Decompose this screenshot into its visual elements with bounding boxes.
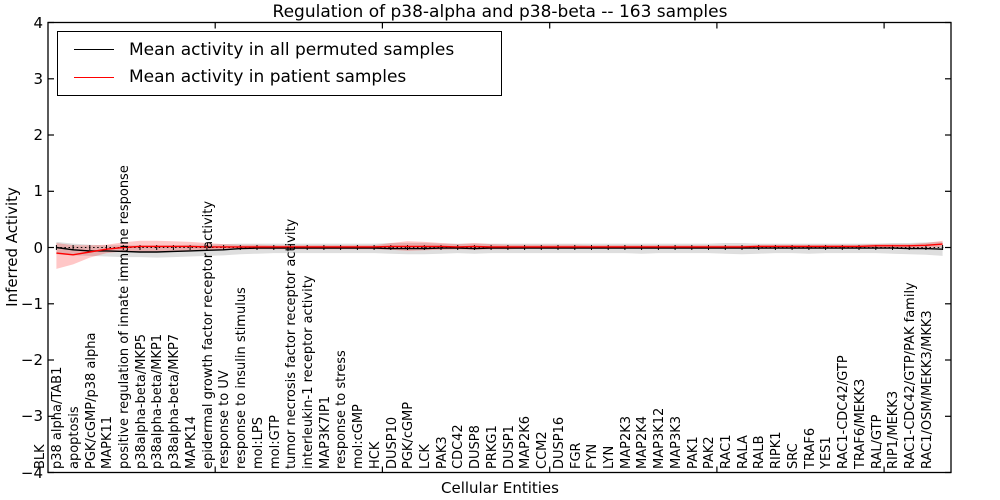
y-tick-label: 2	[33, 126, 43, 144]
x-tick-label: PGK/cGMP	[401, 401, 417, 469]
chart-title: Regulation of p38-alpha and p38-beta -- …	[272, 2, 728, 22]
legend-entry-patient: Mean activity in patient samples	[58, 67, 501, 87]
x-tick-label: response to stress	[334, 350, 350, 469]
x-tick-label: MAP2K4	[635, 415, 651, 469]
y-tick-label: 3	[33, 70, 43, 88]
legend: Mean activity in all permuted samples Me…	[57, 31, 502, 96]
x-tick-label: HCK	[367, 441, 383, 469]
x-tick-label: LCK	[418, 444, 433, 469]
x-tick-label: RAC1-CDC42/GTP/PAK family	[902, 282, 918, 469]
x-tick-label: RIP1/MEKK3	[886, 390, 902, 469]
x-tick-label: MAP2K3	[618, 415, 634, 469]
x-tick-label: epidermal growth factor receptor activit…	[200, 200, 216, 469]
x-tick-label: mol:GTP	[267, 415, 283, 469]
legend-line-permuted-icon	[74, 49, 114, 51]
x-tick-label: TRAF6	[802, 427, 818, 469]
x-tick-label: RAL/GTP	[869, 414, 885, 469]
x-tick-label: PGK/cGMP/p38 alpha	[83, 332, 99, 469]
x-tick-label: MAP2K6	[518, 415, 534, 469]
y-tick-label: −1	[20, 295, 43, 313]
x-tick-label: PAK1	[685, 436, 701, 469]
x-axis-label: Cellular Entities	[441, 479, 559, 497]
x-tick-label: response to insulin stimulus	[234, 287, 249, 469]
x-tick-label: MAPK11	[100, 415, 116, 469]
x-tick-label: DUSP1	[501, 425, 517, 469]
y-axis-label: Inferred Activity	[3, 187, 21, 307]
x-tick-label: mol:cGMP	[351, 404, 367, 469]
legend-label-permuted: Mean activity in all permuted samples	[129, 39, 455, 60]
x-tick-label: RIPK1	[769, 431, 785, 469]
x-tick-label: YES1	[819, 436, 835, 469]
x-tick-label: mol:LPS	[250, 417, 266, 469]
x-tick-label: p38 alpha/TAB1	[50, 366, 66, 469]
y-tick-label: 1	[33, 182, 43, 200]
x-tick-label: p38alpha-beta/MKP7	[167, 333, 183, 469]
x-tick-label: interleukin-1 receptor activity	[300, 275, 316, 469]
legend-label-patient: Mean activity in patient samples	[129, 67, 407, 88]
x-tick-label: tumor necrosis factor receptor activity	[284, 218, 300, 469]
y-tick-label: 0	[33, 239, 43, 257]
x-tick-label: apoptosis	[66, 406, 82, 469]
x-tick-label: LYN	[601, 445, 617, 469]
x-tick-label: PAK3	[434, 436, 450, 469]
x-tick-label: DUSP10	[384, 416, 400, 469]
x-tick-label: positive regulation of innate immune res…	[117, 165, 132, 469]
x-tick-label: TRAF6/MEKK3	[852, 378, 868, 469]
x-tick-label: PAK2	[702, 436, 718, 469]
x-tick-label: CDC42	[451, 424, 467, 469]
x-tick-label: RALA	[735, 435, 751, 469]
x-tick-label: DUSP8	[468, 425, 484, 469]
x-tick-label: MAP3K12	[652, 407, 668, 469]
y-tick-label: 4	[33, 14, 43, 32]
legend-line-patient-icon	[74, 76, 114, 78]
y-tick-label: −2	[20, 351, 43, 369]
x-tick-label: RAC1/OSM/MEKK3/MKK3	[919, 310, 935, 469]
x-tick-label: RALB	[752, 435, 768, 469]
x-tick-label: MAP3K3	[668, 415, 684, 469]
x-tick-label: PRKG1	[484, 425, 500, 469]
x-tick-label: DUSP16	[551, 416, 567, 469]
x-tick-label: response to UV	[217, 370, 233, 469]
x-tick-label: MAP3K7IP1	[317, 396, 333, 469]
legend-entry-permuted: Mean activity in all permuted samples	[58, 40, 501, 60]
x-tick-label: BLK	[33, 444, 49, 469]
x-tick-label: FGR	[568, 442, 584, 469]
y-tick-label: −4	[20, 464, 43, 482]
x-tick-label: RAC1	[719, 434, 734, 469]
x-tick-label: RAC1-CDC42/GTP	[836, 355, 851, 469]
x-tick-label: SRC	[785, 443, 801, 469]
x-tick-label: CCM2	[535, 431, 550, 469]
x-tick-label: p38alpha-beta/MKP1	[150, 333, 166, 469]
x-tick-label: p38alpha-beta/MKP5	[133, 333, 149, 469]
y-tick-label: −3	[20, 407, 43, 425]
x-tick-label: FYN	[585, 443, 601, 469]
x-tick-label: MAPK14	[183, 415, 199, 469]
